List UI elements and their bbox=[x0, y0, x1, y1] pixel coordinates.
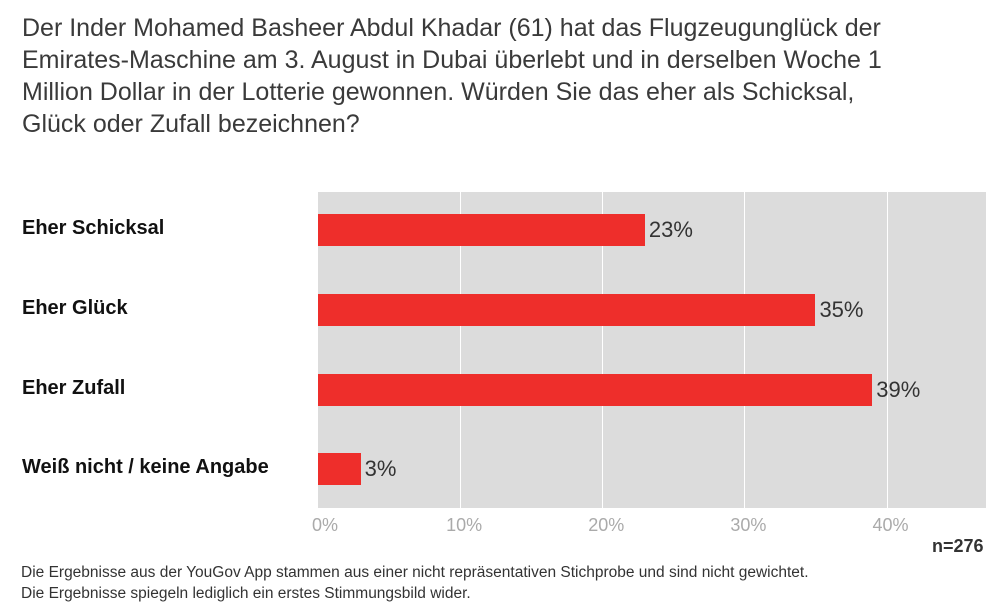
category-label: Eher Glück bbox=[22, 297, 128, 319]
category-label: Eher Zufall bbox=[22, 377, 126, 399]
bar-value-label: 35% bbox=[819, 297, 864, 322]
bar bbox=[318, 294, 816, 326]
x-tick-label: 20% bbox=[588, 515, 625, 535]
footnote-line-2: Die Ergebnisse spiegeln lediglich ein er… bbox=[21, 585, 471, 602]
x-tick-label: 10% bbox=[446, 515, 483, 535]
bar-value-label: 39% bbox=[876, 377, 921, 402]
gridline bbox=[460, 192, 462, 508]
plot-area: 23% 35% 39% 3% bbox=[318, 192, 986, 508]
x-tick-label: 40% bbox=[872, 515, 909, 535]
chart-title: Der Inder Mohamed Basheer Abdul Khadar (… bbox=[22, 14, 882, 138]
category-label: Weiß nicht / keine Angabe bbox=[22, 456, 269, 478]
x-tick-label: 30% bbox=[730, 515, 767, 535]
gridline bbox=[602, 192, 604, 508]
sample-size-label: n=276 bbox=[932, 536, 984, 556]
gridline bbox=[744, 192, 746, 508]
bar-value-label: 23% bbox=[648, 217, 693, 242]
bar-value-label: 3% bbox=[364, 456, 397, 481]
x-tick-label: 0% bbox=[312, 515, 339, 535]
footnote-line-1: Die Ergebnisse aus der YouGov App stamme… bbox=[21, 564, 809, 581]
bar bbox=[318, 453, 361, 485]
category-label: Eher Schicksal bbox=[22, 217, 165, 239]
gridline bbox=[886, 192, 888, 508]
bar bbox=[318, 214, 645, 246]
footnote: Die Ergebnisse aus der YouGov App stamme… bbox=[21, 562, 809, 604]
bar bbox=[318, 374, 873, 406]
